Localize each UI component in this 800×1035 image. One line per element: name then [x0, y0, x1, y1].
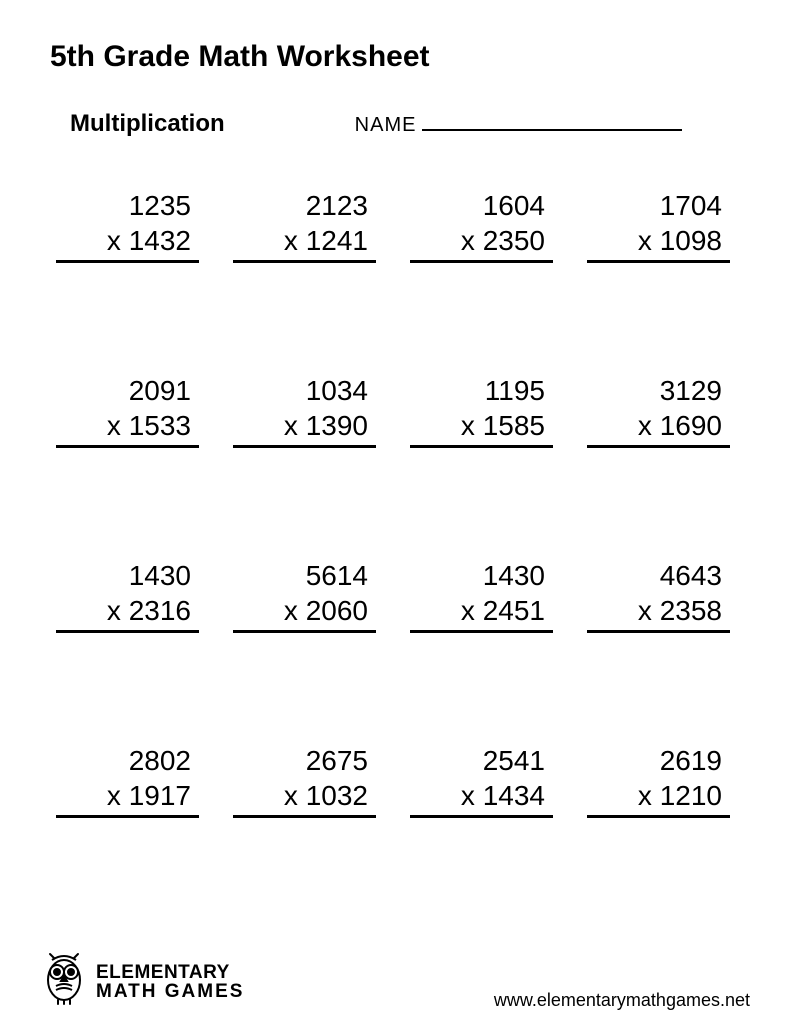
multiplier-row: x 2451: [414, 593, 545, 628]
multiplicand: 2675: [237, 743, 368, 778]
multiplicand: 2123: [237, 188, 368, 223]
multiplier-row: x 1432: [60, 223, 191, 258]
equals-rule: [410, 630, 553, 633]
equals-rule: [56, 815, 199, 818]
multiplicand: 1235: [60, 188, 191, 223]
equals-rule: [410, 260, 553, 263]
multiplier-row: x 1533: [60, 408, 191, 443]
logo-line1: ELEMENTARY: [96, 963, 244, 982]
problem-2: 2123x 1241: [237, 188, 386, 263]
multiplier-row: x 1032: [237, 778, 368, 813]
multiplicand: 1604: [414, 188, 545, 223]
multiplicand: 1704: [591, 188, 722, 223]
equals-rule: [410, 445, 553, 448]
multiplier-row: x 1917: [60, 778, 191, 813]
multiplier-row: x 1690: [591, 408, 722, 443]
footer-url: www.elementarymathgames.net: [494, 990, 750, 1011]
problem-6: 1034x 1390: [237, 373, 386, 448]
equals-rule: [56, 445, 199, 448]
multiplier-row: x 1098: [591, 223, 722, 258]
problem-9: 1430x 2316: [60, 558, 209, 633]
multiplier-row: x 1434: [414, 778, 545, 813]
multiplier-row: x 1585: [414, 408, 545, 443]
multiplicand: 4643: [591, 558, 722, 593]
multiplicand: 2802: [60, 743, 191, 778]
problem-13: 2802x 1917: [60, 743, 209, 818]
multiplicand: 1034: [237, 373, 368, 408]
multiplicand: 1430: [60, 558, 191, 593]
problem-3: 1604x 2350: [414, 188, 563, 263]
multiplicand: 1195: [414, 373, 545, 408]
problem-5: 2091x 1533: [60, 373, 209, 448]
equals-rule: [56, 260, 199, 263]
multiplicand: 2619: [591, 743, 722, 778]
name-field[interactable]: NAME: [355, 114, 683, 137]
multiplier-row: x 1210: [591, 778, 722, 813]
problem-15: 2541x 1434: [414, 743, 563, 818]
problem-4: 1704x 1098: [591, 188, 740, 263]
logo: ELEMENTARY MATH GAMES: [40, 952, 244, 1011]
problem-8: 3129x 1690: [591, 373, 740, 448]
equals-rule: [233, 445, 376, 448]
problem-7: 1195x 1585: [414, 373, 563, 448]
problem-1: 1235x 1432: [60, 188, 209, 263]
multiplier-row: x 1390: [237, 408, 368, 443]
equals-rule: [587, 815, 730, 818]
problem-10: 5614x 2060: [237, 558, 386, 633]
equals-rule: [233, 630, 376, 633]
equals-rule: [233, 260, 376, 263]
equals-rule: [587, 445, 730, 448]
problem-11: 1430x 2451: [414, 558, 563, 633]
equals-rule: [56, 630, 199, 633]
equals-rule: [233, 815, 376, 818]
logo-line2: MATH GAMES: [96, 982, 244, 1001]
owl-icon: [40, 952, 88, 1011]
multiplier-row: x 1241: [237, 223, 368, 258]
problems-grid: 1235x 1432 2123x 1241 1604x 2350 1704x 1098…: [50, 188, 750, 818]
multiplicand: 5614: [237, 558, 368, 593]
problem-16: 2619x 1210: [591, 743, 740, 818]
multiplier-row: x 2060: [237, 593, 368, 628]
name-line[interactable]: [422, 115, 682, 131]
multiplier-row: x 2358: [591, 593, 722, 628]
problem-12: 4643x 2358: [591, 558, 740, 633]
multiplier-row: x 2316: [60, 593, 191, 628]
multiplier-row: x 2350: [414, 223, 545, 258]
multiplicand: 2091: [60, 373, 191, 408]
multiplicand: 2541: [414, 743, 545, 778]
equals-rule: [410, 815, 553, 818]
problem-14: 2675x 1032: [237, 743, 386, 818]
worksheet-title: 5th Grade Math Worksheet: [50, 40, 750, 74]
section-label: Multiplication: [70, 110, 225, 138]
name-label: NAME: [355, 114, 417, 137]
multiplicand: 3129: [591, 373, 722, 408]
multiplicand: 1430: [414, 558, 545, 593]
subheader: Multiplication NAME: [50, 110, 750, 138]
equals-rule: [587, 630, 730, 633]
footer: ELEMENTARY MATH GAMES www.elementarymath…: [0, 952, 800, 1011]
equals-rule: [587, 260, 730, 263]
